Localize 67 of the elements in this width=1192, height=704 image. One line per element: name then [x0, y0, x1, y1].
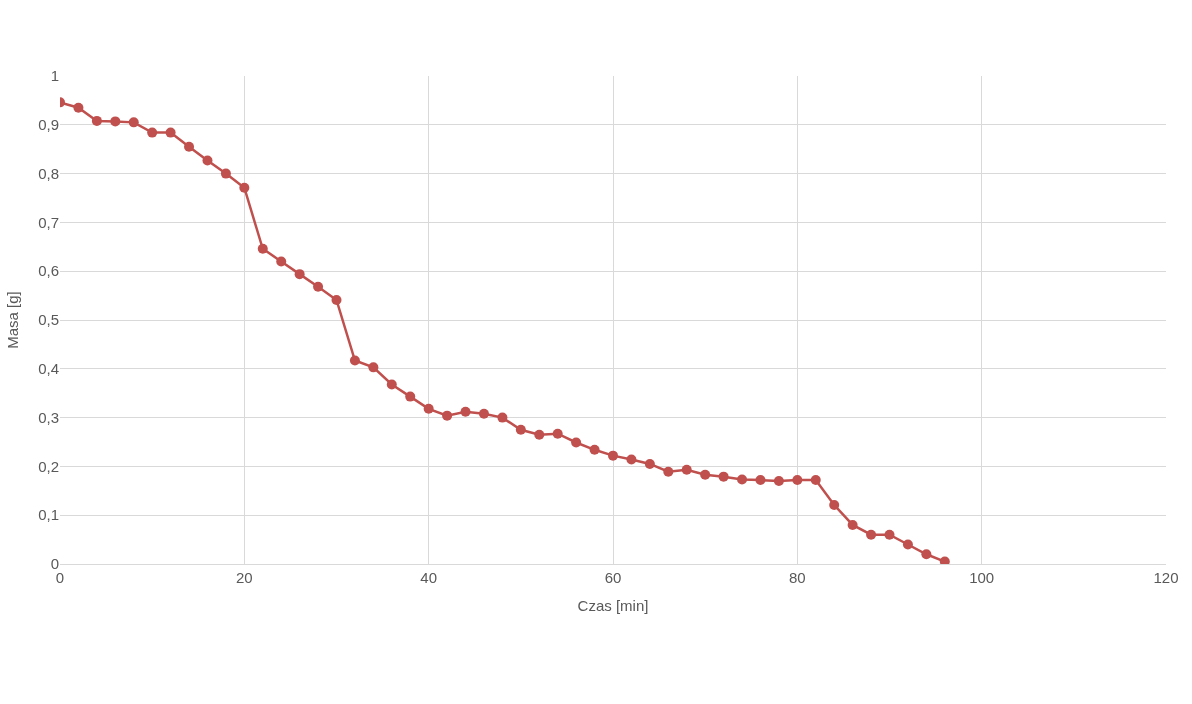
point [110, 116, 121, 127]
y-tick-label: 0 [50, 555, 59, 573]
point [921, 549, 932, 560]
y-axis-title: Masa [g] [4, 291, 22, 349]
y-tick-label: 0,3 [38, 408, 59, 426]
point [147, 127, 158, 138]
point [128, 117, 139, 128]
x-tick-label: 40 [420, 569, 438, 586]
x-tick-label: 100 [969, 569, 995, 586]
point [460, 406, 471, 417]
x-tick-label: 120 [1153, 569, 1179, 586]
point [165, 127, 176, 138]
point [497, 412, 508, 423]
point [442, 410, 453, 421]
point [405, 391, 416, 402]
point [220, 168, 231, 179]
point [755, 475, 766, 486]
point [571, 437, 582, 448]
x-axis-title: Czas [min] [577, 597, 649, 614]
point [257, 243, 268, 254]
point [239, 182, 250, 193]
point [589, 444, 600, 455]
point [313, 281, 324, 292]
point [73, 102, 84, 113]
y-tick-label: 0,2 [38, 457, 59, 475]
point [847, 519, 858, 530]
y-tick-label: 0,1 [38, 506, 59, 524]
y-tick-label: 0,9 [38, 116, 59, 134]
x-tick-label: 80 [788, 569, 806, 586]
x-tick-label: 20 [235, 569, 253, 586]
y-tick-label: 0,5 [38, 311, 59, 329]
point [552, 428, 563, 439]
point [718, 471, 729, 482]
point [773, 476, 784, 487]
point [478, 408, 489, 419]
y-tick-label: 0,7 [38, 213, 59, 231]
point [91, 115, 102, 126]
point [515, 424, 526, 435]
y-tick-label: 0,6 [38, 262, 59, 280]
point [810, 475, 821, 486]
point [276, 256, 287, 267]
point [829, 499, 840, 510]
point [349, 355, 360, 366]
x-tick-label: 60 [604, 569, 622, 586]
point [534, 429, 545, 440]
point [368, 362, 379, 373]
point [737, 474, 748, 485]
point [939, 556, 950, 564]
point [626, 454, 637, 465]
y-tick-label: 0,4 [38, 360, 59, 378]
point [700, 469, 711, 480]
point [294, 269, 305, 280]
y-tick-label: 0,8 [38, 164, 59, 182]
point [663, 466, 674, 477]
point [644, 458, 655, 469]
y-tick-label: 1 [50, 67, 59, 85]
point [902, 539, 913, 550]
point [608, 450, 618, 461]
point [423, 403, 434, 414]
point [681, 464, 692, 475]
point [792, 475, 803, 486]
point [386, 379, 397, 390]
point [184, 141, 195, 152]
point [331, 294, 342, 305]
point [884, 529, 895, 540]
point [866, 529, 877, 540]
point [202, 155, 213, 166]
